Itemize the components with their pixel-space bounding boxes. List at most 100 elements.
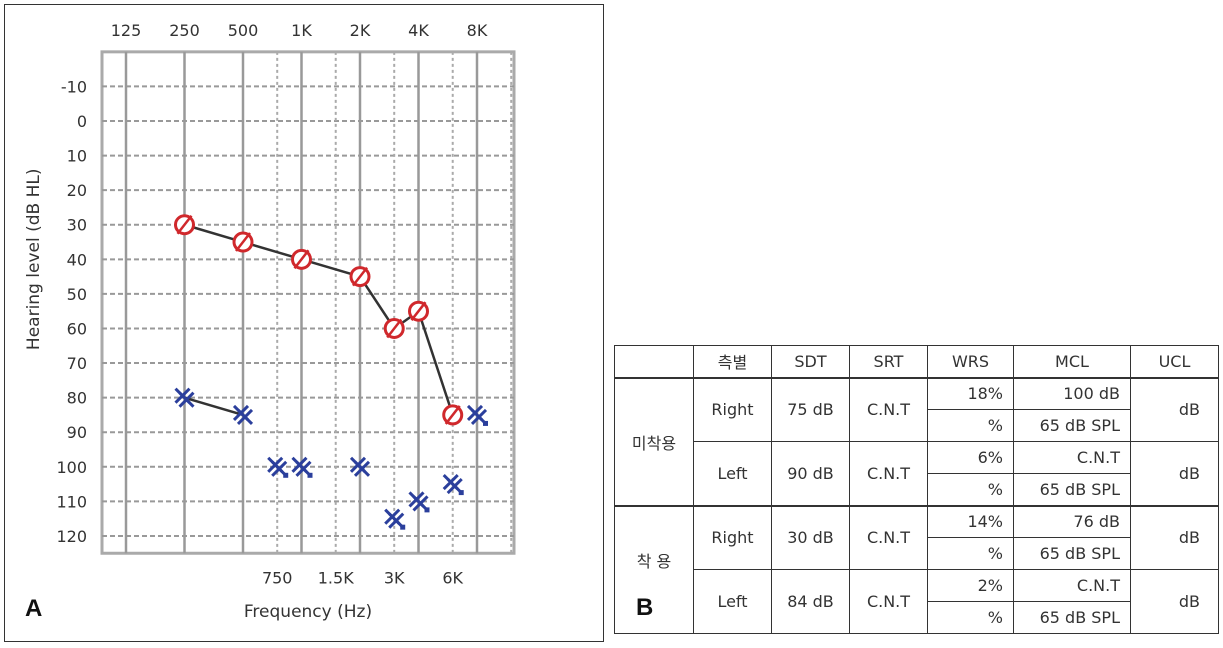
wrs-cell: % — [927, 409, 1014, 442]
header-cell: UCL — [1130, 345, 1219, 378]
sdt-cell: 75 dB — [771, 376, 850, 442]
y-tick-label: 50 — [67, 285, 87, 304]
wrs-cell: % — [927, 601, 1014, 634]
srt-cell: C.N.T — [849, 376, 928, 442]
table-row: Left 90 dB C.N.T 6% C.N.T dB — [615, 441, 1219, 506]
no-response-mark — [458, 490, 464, 496]
y-tick-label: 0 — [77, 112, 87, 131]
wrs-cell: 2% — [927, 569, 1014, 602]
no-response-mark — [283, 472, 289, 478]
top-tick-label: 500 — [228, 21, 259, 40]
top-tick-label: 125 — [111, 21, 142, 40]
slash-mark — [293, 249, 310, 270]
table-header-row: 측별 SDT SRT WRS MCL UCL — [614, 345, 1219, 378]
y-tick-label: 110 — [56, 492, 87, 511]
ucl-cell: dB — [1130, 441, 1219, 506]
y-tick-label: 60 — [67, 319, 87, 338]
header-cell: 측별 — [693, 345, 772, 378]
bottom-tick-label: 1.5K — [318, 568, 354, 587]
table-row: % 65 dB SPL — [615, 409, 1219, 442]
bottom-tick-label: 750 — [262, 568, 293, 587]
table-row: 미착용 Right 75 dB C.N.T 18% 100 dB dB — [614, 376, 1219, 506]
ucl-cell: dB — [1130, 376, 1219, 442]
srt-cell: C.N.T — [849, 569, 928, 634]
sdt-cell: 90 dB — [771, 441, 850, 506]
sdt-cell: 30 dB — [771, 504, 850, 570]
no-response-mark — [307, 472, 313, 478]
srt-cell: C.N.T — [849, 441, 928, 506]
side-cell: Right — [693, 376, 772, 442]
y-tick-label: 20 — [67, 181, 87, 200]
right-ear-marker — [442, 404, 464, 426]
left-ear-marker — [408, 491, 430, 513]
panel-b-label: B — [636, 594, 654, 621]
x-axis-label: Frequency (Hz) — [244, 602, 372, 622]
y-tick-label: 100 — [56, 458, 87, 477]
audiogram-panel: -10 0 10 20 30 40 50 60 70 80 90 100 110 120 125 250 500… — [4, 4, 604, 642]
no-response-mark — [483, 420, 488, 426]
y-tick-label: 70 — [67, 354, 87, 373]
y-tick-label: 90 — [67, 423, 87, 442]
ucl-cell: dB — [1130, 504, 1219, 570]
no-response-mark — [400, 524, 406, 530]
right-ear-marker — [232, 231, 254, 253]
bottom-tick-label: 6K — [442, 568, 463, 587]
slash-mark — [235, 232, 251, 252]
y-tick-label: 40 — [67, 250, 87, 269]
header-cell — [614, 345, 694, 378]
slash-mark — [410, 301, 427, 321]
right-ear-marker — [174, 214, 195, 236]
ucl-cell: dB — [1130, 569, 1219, 634]
speech-audiometry-table: 측별 SDT SRT WRS MCL UCL 미착용 Right 75 dB C.N.… — [614, 345, 1219, 634]
y-tick-label: 30 — [67, 216, 87, 235]
mcl-cell: 65 dB SPL — [1013, 537, 1131, 570]
left-ear-marker — [349, 456, 371, 477]
left-ear-marker — [291, 456, 313, 478]
left-ear-line — [184, 396, 244, 417]
side-cell: Right — [693, 504, 772, 570]
left-ear-marker — [384, 508, 406, 530]
left-ear-marker — [174, 387, 195, 408]
left-ear-marker — [442, 474, 464, 496]
header-cell: SRT — [849, 345, 928, 378]
mcl-cell: C.N.T — [1013, 569, 1131, 602]
mcl-cell: 65 dB SPL — [1013, 601, 1131, 634]
x-mark — [353, 460, 371, 477]
header-cell: SDT — [771, 345, 850, 378]
mcl-cell: 76 dB — [1013, 504, 1131, 538]
table-row: % 65 dB SPL — [615, 537, 1219, 570]
y-tick-label: -10 — [61, 77, 87, 96]
header-cell: MCL — [1013, 345, 1131, 378]
x-mark — [178, 391, 195, 408]
table-row: % 65 dB SPL — [615, 473, 1219, 506]
sdt-cell: 84 dB — [771, 569, 850, 634]
wrs-cell: 14% — [927, 504, 1014, 538]
table-row: Left 84 dB C.N.T 2% C.N.T dB — [615, 569, 1219, 634]
wrs-cell: % — [927, 473, 1014, 506]
right-ear-marker — [408, 300, 429, 322]
top-tick-label: 250 — [169, 21, 200, 40]
slash-mark — [444, 405, 461, 425]
mcl-cell: 65 dB SPL — [1013, 409, 1131, 442]
slash-mark — [386, 318, 403, 339]
y-tick-label: 120 — [56, 527, 87, 546]
x-mark — [236, 408, 254, 425]
top-tick-label: 1K — [291, 21, 312, 40]
y-axis-label: Hearing level (dB HL) — [24, 169, 44, 351]
mcl-cell: C.N.T — [1013, 441, 1131, 474]
table-row: % 65 dB SPL — [615, 601, 1219, 634]
panel-a-label: A — [25, 595, 43, 622]
bottom-tick-label: 3K — [384, 568, 405, 587]
top-tick-label: 8K — [467, 21, 488, 40]
top-tick-label: 4K — [408, 21, 429, 40]
group-label: 미착용 — [614, 376, 694, 506]
wrs-cell: % — [927, 537, 1014, 570]
slash-mark — [352, 266, 368, 287]
right-ear-marker — [291, 248, 312, 270]
wrs-cell: 6% — [927, 441, 1014, 474]
left-ear-marker — [232, 404, 254, 425]
table-row: 착 용 Right 30 dB C.N.T 14% 76 dB dB — [614, 504, 1219, 634]
left-ear-marker — [267, 456, 289, 478]
top-tick-label: 2K — [350, 21, 371, 40]
y-tick-label: 10 — [67, 147, 87, 166]
